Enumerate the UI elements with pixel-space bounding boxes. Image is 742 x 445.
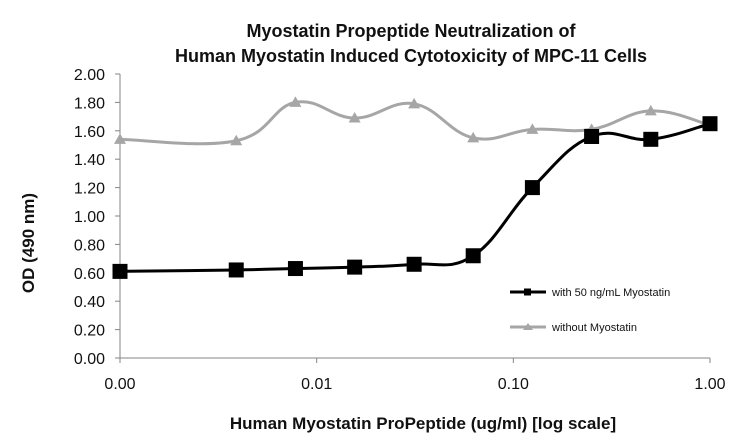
legend-item: without Myostatin — [510, 322, 637, 334]
triangle-data-point — [526, 123, 539, 134]
square-data-point — [287, 261, 303, 277]
triangle-data-point — [467, 131, 480, 143]
y-tick-label: 0.80 — [74, 237, 105, 254]
y-tick-label: 2.00 — [74, 67, 105, 84]
x-tick-label: 0.10 — [498, 376, 529, 393]
legend-label: with 50 ng/mL Myostatin — [551, 287, 670, 299]
x-axis-ticks: 0.00 0.01 0.10 1.00 — [104, 358, 726, 393]
square-data-point — [112, 263, 128, 279]
y-tick-label: 1.00 — [74, 209, 105, 226]
x-tick-label: 1.00 — [694, 376, 725, 393]
x-tick-label: 0.01 — [301, 376, 332, 393]
legend: with 50 ng/mL Myostatin without Myostatin — [510, 287, 670, 334]
legend-item: with 50 ng/mL Myostatin — [510, 287, 670, 299]
chart-title: Myostatin Propeptide Neutralization of — [246, 21, 576, 41]
square-data-point — [347, 259, 363, 275]
square-data-point — [406, 256, 422, 272]
legend-label: without Myostatin — [551, 322, 637, 334]
square-data-point — [643, 131, 659, 147]
y-tick-label: 0.40 — [74, 294, 105, 311]
y-axis-label: OD (490 nm) — [19, 193, 38, 293]
y-tick-label: 0.20 — [74, 323, 105, 340]
triangle-data-point — [408, 97, 421, 109]
y-tick-label: 1.40 — [74, 152, 105, 169]
triangle-data-point — [644, 104, 657, 116]
chart-subtitle: Human Myostatin Induced Cytotoxicity of … — [175, 46, 647, 66]
triangle-data-point — [230, 134, 243, 146]
square-data-point — [524, 180, 540, 196]
square-data-point — [465, 248, 481, 264]
y-tick-label: 1.20 — [74, 181, 105, 198]
triangle-data-point — [114, 133, 126, 144]
series-line — [118, 122, 712, 273]
series-group — [112, 96, 718, 279]
series-with-myostatin — [112, 116, 718, 279]
square-data-point — [702, 116, 718, 132]
y-tick-label: 0.00 — [74, 351, 105, 368]
axes — [119, 74, 710, 359]
series-without-myostatin — [114, 96, 716, 146]
series-line — [118, 100, 712, 146]
y-tick-label: 1.60 — [74, 124, 105, 141]
y-axis-ticks: 0.00 0.20 0.40 0.60 0.80 1.00 1.20 1.40 1.60 1.80… — [74, 67, 120, 368]
legend-triangle-marker — [523, 323, 533, 330]
legend-square-marker — [524, 288, 531, 296]
x-axis-label: Human Myostatin ProPeptide (ug/ml) [log … — [230, 414, 616, 433]
triangle-data-point — [348, 112, 361, 123]
square-data-point — [228, 262, 244, 278]
chart-title-group: Myostatin Propeptide Neutralization of H… — [175, 21, 647, 66]
x-tick-label: 0.00 — [104, 376, 135, 393]
y-tick-label: 1.80 — [74, 95, 105, 112]
triangle-data-point — [289, 96, 302, 107]
square-data-point — [584, 128, 600, 144]
y-tick-label: 0.60 — [74, 266, 105, 283]
